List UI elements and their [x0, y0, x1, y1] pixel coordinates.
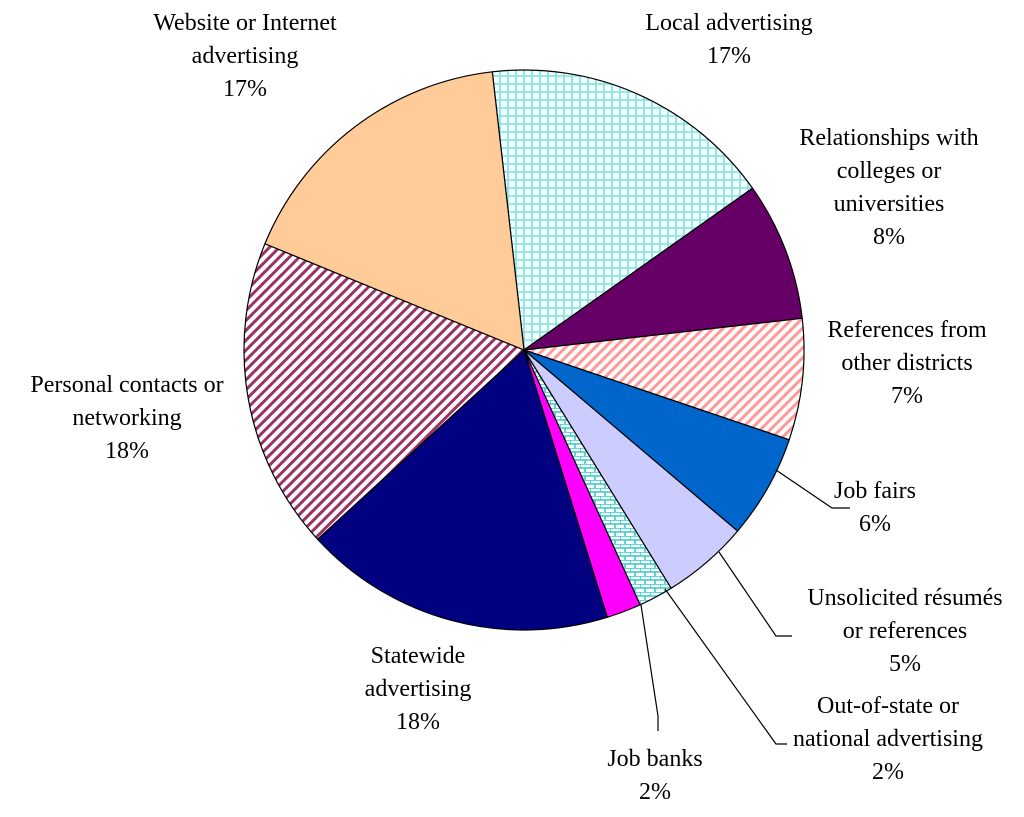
leader-line-4: [718, 551, 792, 637]
slice-label-3: Job fairs 6%: [834, 478, 916, 537]
pie-slice-0: [491, 69, 754, 351]
slice-label-5: Out-of-state or national advertising 2%: [793, 693, 983, 785]
slice-label-7: Statewide advertising 18%: [365, 643, 472, 735]
pie-slice-9: [264, 71, 525, 351]
leader-lines: [640, 469, 850, 745]
slice-label-8: Personal contacts or networking 18%: [30, 372, 223, 464]
slice-label-9: Website or Internet advertising 17%: [153, 10, 337, 102]
leader-line-5: [664, 588, 787, 745]
pie-slice-7: [316, 349, 608, 631]
slice-label-6: Job banks 2%: [607, 746, 702, 805]
slice-label-1: Relationships with colleges or universitie…: [799, 125, 978, 250]
pie-slice-1: [523, 187, 803, 351]
slice-labels: Local advertising 17% Relationships with co…: [30, 10, 1002, 805]
slice-label-0: Local advertising 17%: [645, 10, 812, 69]
pie-slice-2: [523, 317, 805, 441]
leader-line-3: [775, 469, 850, 509]
leader-line-6: [640, 604, 659, 731]
slice-label-2: References from other districts 7%: [827, 317, 987, 409]
pie-slices: [243, 69, 805, 631]
slice-label-4: Unsolicited résumés or references 5%: [807, 585, 1002, 677]
pie-slice-8: [243, 243, 525, 540]
